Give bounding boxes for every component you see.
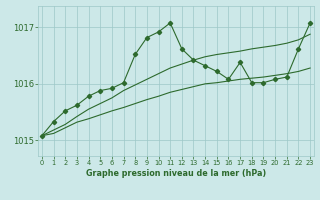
- X-axis label: Graphe pression niveau de la mer (hPa): Graphe pression niveau de la mer (hPa): [86, 169, 266, 178]
